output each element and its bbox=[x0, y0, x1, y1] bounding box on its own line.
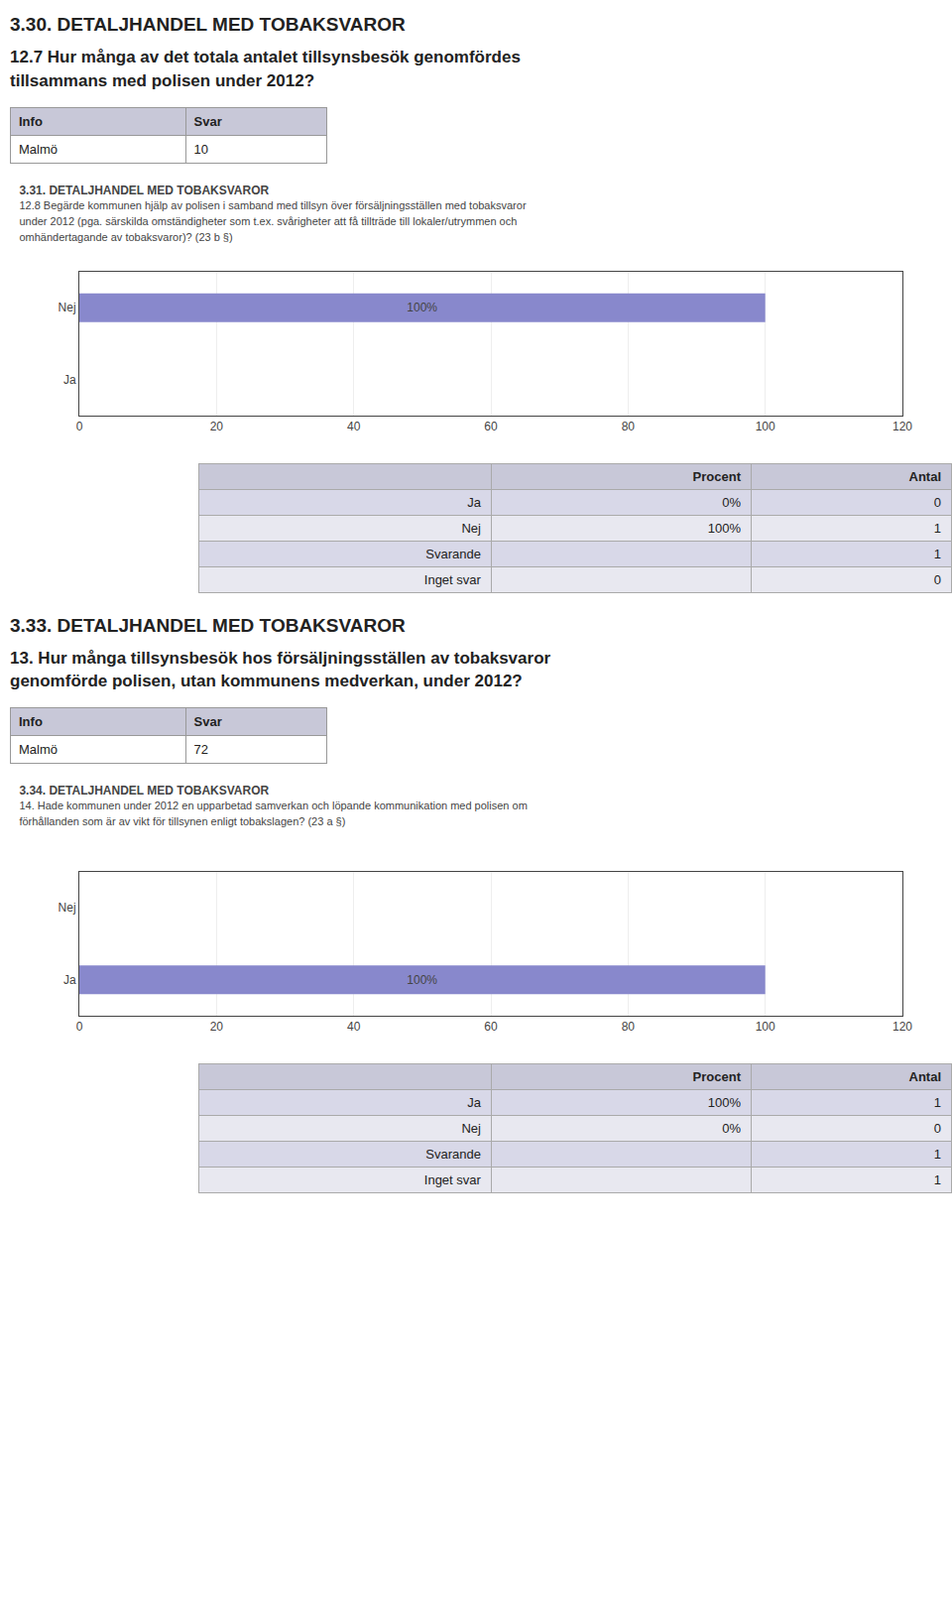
svg-text:40: 40 bbox=[347, 419, 361, 434]
svg-text:3.34. DETALJHANDEL MED TOBAKSV: 3.34. DETALJHANDEL MED TOBAKSVAROR14. Ha… bbox=[18, 783, 527, 828]
svg-text:20: 20 bbox=[210, 1020, 225, 1035]
svg-text:100: 100 bbox=[755, 1020, 776, 1035]
svg-text:0: 0 bbox=[76, 419, 84, 434]
svg-text:Ja: Ja bbox=[63, 972, 77, 987]
svg-text:40: 40 bbox=[347, 1020, 361, 1035]
svg-text:80: 80 bbox=[621, 419, 636, 434]
svg-text:3.31. DETALJHANDEL MED TOBAKSV: 3.31. DETALJHANDEL MED TOBAKSVAROR12.8 B… bbox=[18, 182, 526, 242]
svg-text:0: 0 bbox=[76, 1020, 84, 1035]
svg-text:Ja: Ja bbox=[63, 372, 77, 387]
svg-text:20: 20 bbox=[210, 419, 225, 434]
svg-text:80: 80 bbox=[621, 1020, 636, 1035]
svg-text:100: 100 bbox=[755, 419, 776, 434]
svg-text:120: 120 bbox=[892, 419, 913, 434]
svg-text:60: 60 bbox=[483, 419, 498, 434]
svg-text:60: 60 bbox=[483, 1020, 498, 1035]
svg-text:Nej: Nej bbox=[58, 901, 77, 916]
svg-text:120: 120 bbox=[892, 1020, 913, 1035]
svg-text:100%: 100% bbox=[406, 972, 438, 987]
svg-text:100%: 100% bbox=[406, 300, 438, 315]
svg-text:Nej: Nej bbox=[58, 300, 77, 315]
